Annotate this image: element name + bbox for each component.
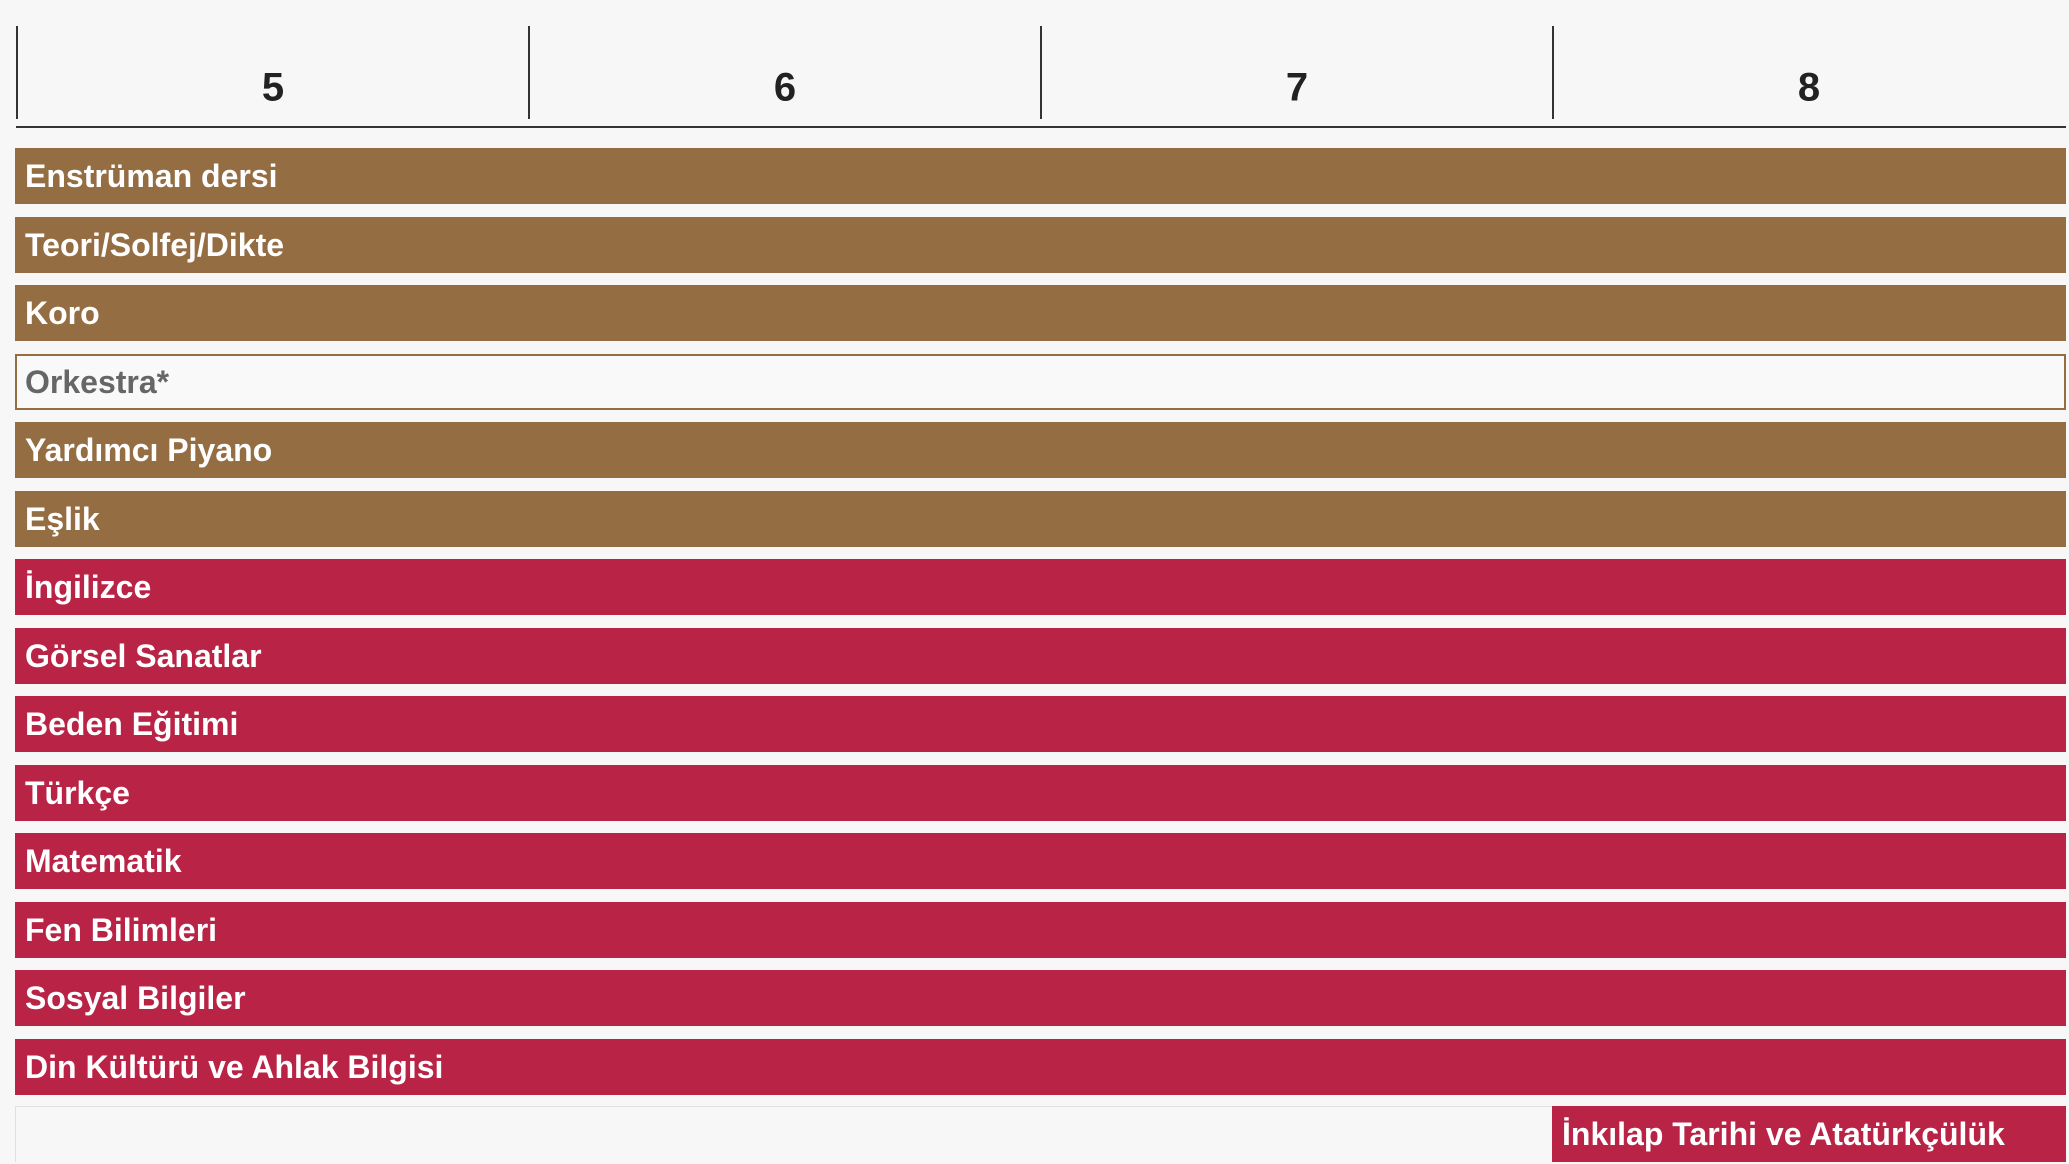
grade-label: 8 <box>1797 65 1821 110</box>
grade-label: 7 <box>1285 65 1309 110</box>
course-bar: İngilizce <box>15 559 2066 615</box>
course-bar: Din Kültürü ve Ahlak Bilgisi <box>15 1038 2066 1095</box>
course-bar: Yardımcı Piyano <box>15 422 2066 478</box>
course-bar: Enstrüman dersi <box>15 148 2066 204</box>
course-bar: Sosyal Bilgiler <box>15 970 2066 1026</box>
course-bar: Türkçe <box>15 764 2066 821</box>
grade-column: 5 <box>16 26 528 119</box>
course-bar: İnkılap Tarihi ve Atatürkçülük <box>1552 1106 2066 1162</box>
course-bar: Matematik <box>15 833 2066 889</box>
course-bar: Fen Bilimleri <box>15 901 2066 958</box>
course-bar: Beden Eğitimi <box>15 696 2066 752</box>
course-bar: Koro <box>15 285 2066 341</box>
grade-header: 5 6 7 8 <box>16 0 2066 128</box>
last-row-track <box>15 1106 2066 1162</box>
grade-label: 6 <box>773 65 797 110</box>
course-bar: Orkestra* <box>15 353 2066 410</box>
grade-column: 7 <box>1040 26 1552 119</box>
grade-label: 5 <box>261 65 285 110</box>
course-bar: Görsel Sanatlar <box>15 627 2066 684</box>
grade-column: 6 <box>528 26 1040 119</box>
course-bar: Teori/Solfej/Dikte <box>15 216 2066 273</box>
course-bar: Eşlik <box>15 490 2066 547</box>
grade-column: 8 <box>1552 26 2064 119</box>
